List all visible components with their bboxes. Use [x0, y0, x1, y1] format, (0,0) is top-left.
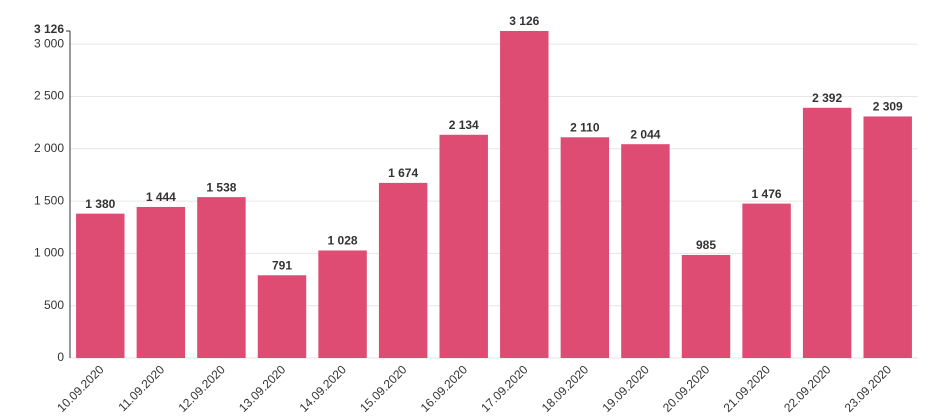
x-tick-label: 21.09.2020 — [721, 362, 774, 415]
y-tick-label: 0 — [57, 350, 64, 364]
y-tick-label: 2 500 — [34, 89, 64, 103]
data-label: 2 309 — [873, 100, 903, 114]
data-label: 1 476 — [752, 187, 782, 201]
x-tick-label: 10.09.2020 — [54, 362, 107, 415]
bar — [378, 182, 428, 358]
bar — [802, 107, 852, 358]
bar — [863, 116, 912, 358]
data-label: 791 — [272, 258, 292, 272]
data-label: 1 538 — [206, 180, 236, 194]
bar — [136, 206, 186, 358]
bar — [681, 254, 731, 358]
data-label: 1 444 — [146, 190, 176, 204]
bar — [439, 134, 488, 358]
x-tick-label: 11.09.2020 — [115, 362, 167, 414]
y-tick-label: 1 000 — [34, 246, 64, 260]
bar — [257, 275, 307, 358]
x-tick-label: 15.09.2020 — [357, 362, 410, 415]
x-tick-label: 17.09.2020 — [478, 362, 531, 415]
data-label: 3 126 — [509, 14, 539, 28]
bar — [621, 144, 670, 358]
data-label: 1 674 — [388, 166, 418, 180]
bar — [318, 250, 367, 358]
x-tick-label: 14.09.2020 — [297, 362, 350, 415]
x-tick-label: 20.09.2020 — [660, 362, 713, 415]
y-tick-label: 3 126 — [34, 22, 64, 36]
bar — [560, 137, 610, 358]
x-tick-label: 19.09.2020 — [599, 362, 652, 415]
bar — [76, 213, 125, 358]
data-label: 1 380 — [85, 197, 115, 211]
data-label: 2 392 — [812, 91, 842, 105]
bar — [742, 203, 791, 358]
bar — [500, 31, 549, 358]
y-tick-label: 1 500 — [34, 193, 64, 207]
x-tick-label: 22.09.2020 — [781, 362, 834, 415]
data-label: 985 — [696, 238, 716, 252]
data-label: 2 110 — [570, 120, 600, 134]
x-tick-label: 13.09.2020 — [236, 362, 289, 415]
x-tick-label: 23.09.2020 — [842, 362, 895, 415]
data-label: 2 044 — [630, 127, 660, 141]
data-label: 2 134 — [449, 118, 479, 132]
data-label: 1 028 — [328, 234, 358, 248]
y-tick-label: 2 000 — [34, 141, 64, 155]
y-tick-label: 500 — [44, 298, 64, 312]
x-tick-label: 12.09.2020 — [175, 362, 228, 415]
x-tick-label: 18.09.2020 — [539, 362, 592, 415]
bar — [197, 197, 246, 358]
y-tick-label: 3 000 — [34, 36, 64, 50]
x-tick-label: 16.09.2020 — [418, 362, 471, 415]
